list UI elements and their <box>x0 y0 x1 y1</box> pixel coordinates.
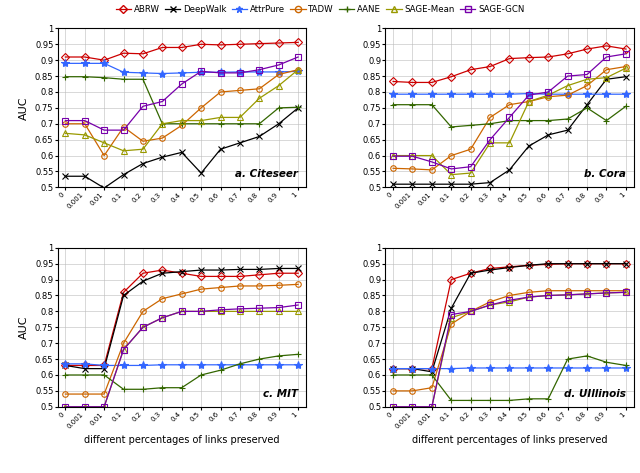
Text: a. Citeseer: a. Citeseer <box>236 169 298 179</box>
Y-axis label: AUC: AUC <box>19 96 29 120</box>
Text: d. UIllinois: d. UIllinois <box>564 389 626 399</box>
Y-axis label: AUC: AUC <box>19 315 29 339</box>
Text: c. MIT: c. MIT <box>263 389 298 399</box>
Text: b. Cora: b. Cora <box>584 169 626 179</box>
Legend: ABRW, DeepWalk, AttrPure, TADW, AANE, SAGE-Mean, SAGE-GCN: ABRW, DeepWalk, AttrPure, TADW, AANE, SA… <box>112 2 528 18</box>
X-axis label: different percentages of links preserved: different percentages of links preserved <box>84 435 280 445</box>
X-axis label: different percentages of links preserved: different percentages of links preserved <box>412 435 607 445</box>
